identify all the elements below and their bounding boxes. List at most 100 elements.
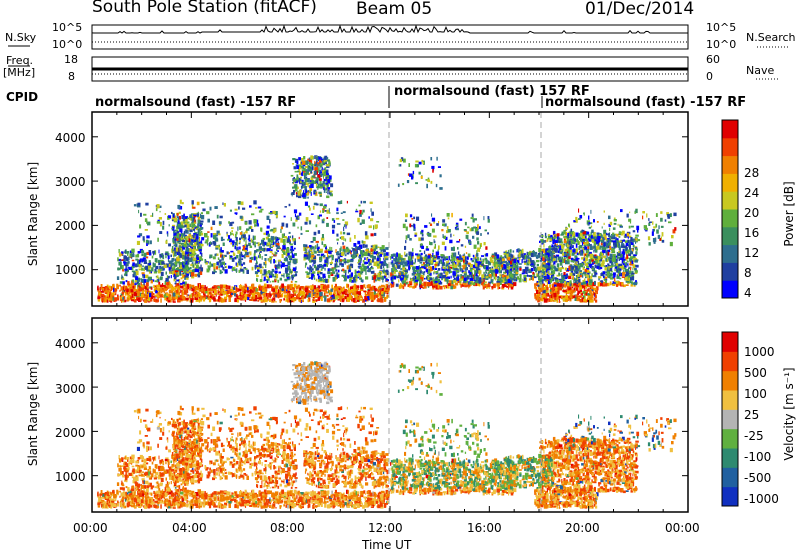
xtick-0000: 00:00 <box>73 521 108 535</box>
power-cell <box>269 296 272 299</box>
power-cell <box>327 284 330 288</box>
power-cell <box>218 244 220 248</box>
power-cell <box>456 276 458 281</box>
power-cell <box>379 261 383 264</box>
power-cell <box>416 273 419 276</box>
power-cell <box>383 297 387 302</box>
power-cell <box>381 284 385 288</box>
power-cell <box>327 252 329 257</box>
power-cell <box>138 259 141 264</box>
power-cell <box>156 284 160 288</box>
power-cell <box>432 285 436 288</box>
power-cell <box>298 299 300 302</box>
power-cell <box>304 182 306 186</box>
power-cell <box>346 296 349 301</box>
power-cell <box>305 251 307 254</box>
power-cell <box>175 229 179 232</box>
power-cell <box>443 254 445 259</box>
power-cell <box>106 294 109 297</box>
power-cell <box>186 271 190 274</box>
power-cell <box>114 288 117 293</box>
power-cell <box>196 241 199 246</box>
power-cell <box>107 298 111 301</box>
power-cell <box>300 181 304 184</box>
power-cell <box>207 265 211 268</box>
power-cell <box>312 299 315 303</box>
power-cell <box>221 256 224 261</box>
power-cell <box>549 284 552 288</box>
power-cell <box>176 273 180 277</box>
power-cell <box>410 278 413 282</box>
power-cell <box>317 285 321 289</box>
power-cell <box>146 243 148 246</box>
power-cell <box>445 261 449 265</box>
power-cell <box>264 291 267 294</box>
power-cell <box>488 261 491 265</box>
power-cell <box>358 262 361 266</box>
power-cell <box>254 286 257 289</box>
power-heatmap-cells <box>97 155 677 303</box>
power-cell <box>242 269 245 274</box>
power-cell <box>184 275 186 280</box>
power-cell <box>111 294 115 297</box>
power-cell <box>194 219 196 223</box>
power-cell <box>320 173 323 178</box>
power-cell <box>503 275 507 278</box>
power-cell <box>292 287 296 292</box>
power-cell <box>542 297 545 299</box>
power-cell <box>461 268 463 272</box>
power-cell <box>209 291 212 295</box>
power-cell <box>491 286 495 289</box>
power-cell <box>499 282 502 285</box>
power-cell <box>491 282 494 284</box>
power-cell <box>355 278 358 282</box>
power-cell <box>346 248 350 252</box>
power-cell <box>506 268 509 271</box>
power-cell <box>401 280 405 284</box>
power-cell <box>362 259 365 263</box>
power-cell <box>314 277 316 280</box>
power-cell <box>377 272 380 278</box>
power-cell <box>433 259 436 262</box>
power-cell <box>610 270 613 273</box>
power-cell <box>419 250 422 252</box>
power-cell <box>206 211 210 215</box>
power-cell <box>583 298 587 302</box>
power-cell <box>358 274 362 278</box>
power-cell <box>259 269 263 274</box>
power-cell <box>162 268 165 271</box>
power-cell <box>432 252 434 257</box>
power-cell <box>507 270 509 275</box>
power-cell <box>213 269 216 272</box>
power-cell <box>176 279 180 282</box>
power-cell <box>249 259 252 263</box>
power-cell <box>475 258 478 263</box>
power-cell <box>182 251 185 255</box>
power-cell <box>178 269 183 272</box>
power-cell <box>354 295 356 298</box>
power-cell <box>256 291 259 294</box>
power-cell <box>249 251 252 256</box>
power-cell <box>333 266 337 270</box>
power-cell <box>269 250 273 253</box>
power-cell <box>565 293 567 295</box>
power-cell <box>319 214 322 217</box>
power-cell <box>362 250 365 253</box>
power-cell <box>154 288 156 291</box>
power-cell <box>420 282 423 287</box>
power-cell <box>445 278 449 282</box>
power-cell <box>236 295 240 300</box>
freq-unit-label: [MHz] <box>3 66 36 79</box>
power-cell <box>164 280 166 285</box>
power-cell <box>146 235 150 239</box>
power-cell <box>553 292 557 298</box>
power-cell <box>317 291 321 296</box>
power-cell <box>304 185 307 191</box>
power-cell <box>418 276 422 282</box>
power-cell <box>165 254 167 259</box>
power-cell <box>448 280 452 283</box>
power-cell <box>340 212 343 214</box>
power-cell <box>131 248 135 253</box>
power-cell <box>123 251 125 254</box>
power-cell <box>353 278 357 283</box>
